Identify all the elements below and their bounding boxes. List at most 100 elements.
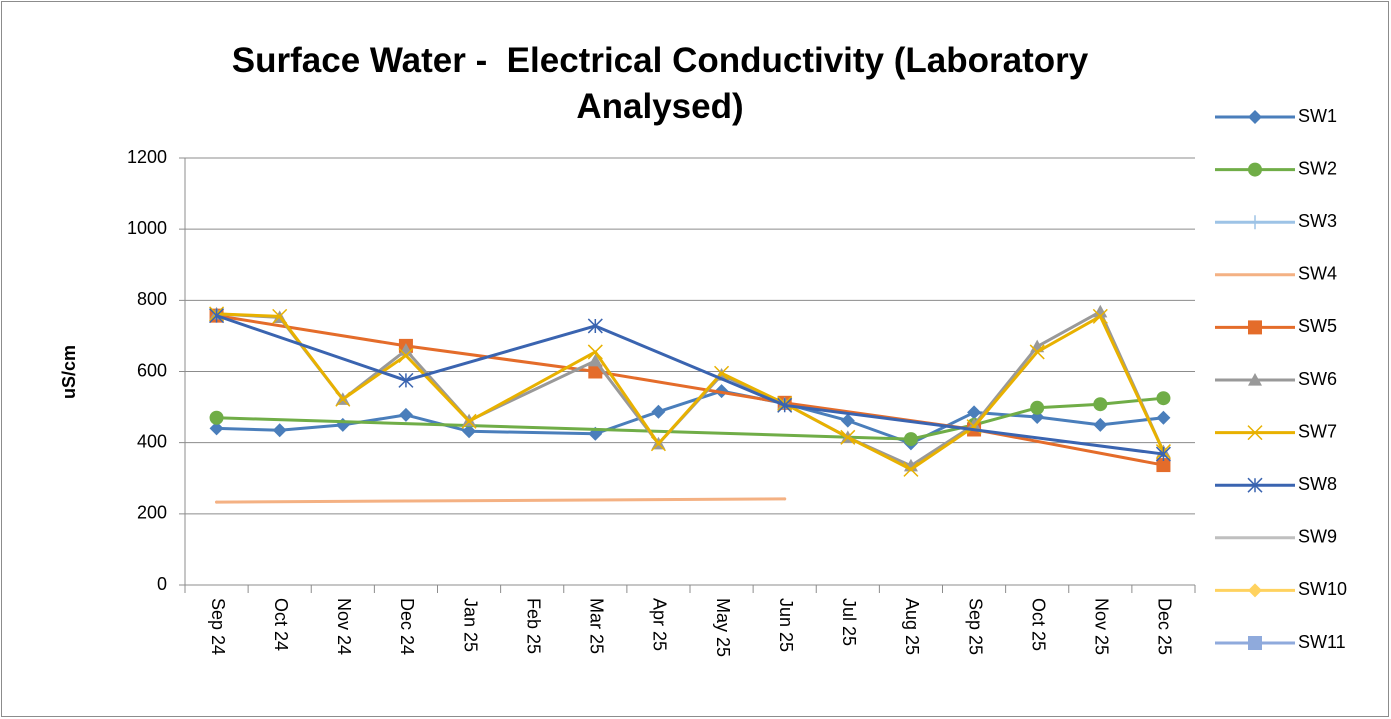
- line-segment: [215, 497, 787, 504]
- line-segment: [972, 428, 1165, 467]
- x-tick-label: Dec 25: [1155, 598, 1175, 655]
- point: [587, 344, 603, 360]
- legend-label: SW9: [1298, 527, 1337, 547]
- point: [1155, 446, 1171, 462]
- x-tick-label: Jun 25: [776, 598, 796, 652]
- legend-marker: [1247, 425, 1263, 441]
- line-segment: [972, 406, 1039, 427]
- line-segment: [720, 371, 787, 406]
- point: [398, 372, 414, 388]
- x-tick-label: Aug 25: [902, 598, 922, 655]
- line-segment: [215, 426, 282, 432]
- legend-label: SW7: [1298, 421, 1337, 441]
- point: [1156, 391, 1171, 406]
- point: [215, 500, 219, 504]
- x-tick-label: Oct 24: [271, 598, 291, 651]
- y-tick-label: 0: [157, 574, 167, 594]
- point: [209, 308, 225, 324]
- line-segment: [1098, 396, 1165, 406]
- legend-label: SW3: [1298, 211, 1337, 231]
- legend-label: SW10: [1298, 579, 1347, 599]
- line-segment: [215, 312, 282, 318]
- point: [840, 413, 855, 428]
- line-segment: [656, 371, 724, 446]
- x-tick-label: Sep 25: [965, 598, 985, 655]
- x-tick-label: May 25: [713, 598, 733, 657]
- legend-marker: [1247, 477, 1263, 493]
- line-segment: [1035, 415, 1102, 427]
- point: [272, 423, 287, 438]
- legend-label: SW1: [1298, 106, 1337, 126]
- legend-label: SW6: [1298, 369, 1337, 389]
- line-segment: [278, 423, 345, 432]
- point: [1093, 417, 1108, 432]
- point: [967, 405, 982, 420]
- x-tick-label: Feb 25: [523, 598, 543, 654]
- line-segment: [341, 353, 408, 401]
- line-segment: [1035, 314, 1102, 354]
- line-segment: [278, 314, 345, 401]
- legend-marker: [1248, 110, 1262, 124]
- point: [903, 461, 919, 477]
- line-segment: [404, 353, 471, 423]
- line-segment: [846, 435, 913, 471]
- y-tick-label: 1200: [127, 147, 167, 167]
- line-segment: [972, 350, 1039, 429]
- y-tick-label: 1000: [127, 218, 167, 238]
- legend-label: SW2: [1298, 158, 1337, 178]
- x-tick-label: Sep 24: [208, 598, 228, 655]
- line-segment: [783, 402, 850, 439]
- line-segment: [593, 324, 787, 407]
- legend-marker: [1248, 583, 1262, 598]
- legend-label: SW5: [1298, 316, 1337, 336]
- line-segment: [1035, 310, 1102, 349]
- point: [209, 421, 224, 436]
- line-segment: [909, 423, 976, 468]
- line-segment: [215, 314, 408, 382]
- x-tick-label: Nov 25: [1092, 598, 1112, 655]
- line-segment: [909, 425, 976, 471]
- point: [1092, 308, 1108, 324]
- legend-marker: [1248, 373, 1262, 386]
- legend-label: SW11: [1298, 632, 1346, 652]
- x-tick-label: Mar 25: [587, 598, 607, 654]
- line-segment: [783, 403, 1165, 456]
- point: [588, 353, 603, 367]
- line-segment: [972, 345, 1039, 427]
- point: [1156, 410, 1171, 425]
- point: [783, 497, 787, 501]
- x-tick-label: Apr 25: [650, 598, 670, 651]
- x-tick-label: Dec 24: [397, 598, 417, 655]
- point: [1030, 400, 1045, 415]
- legend-marker: [1248, 162, 1262, 177]
- legend-label: SW8: [1298, 474, 1337, 494]
- line-segment: [215, 416, 913, 441]
- line-segment: [467, 350, 597, 423]
- x-tick-label: Jan 25: [460, 598, 480, 652]
- point: [1093, 304, 1108, 318]
- legend-label: SW4: [1298, 264, 1337, 284]
- x-tick-label: Oct 25: [1028, 598, 1048, 651]
- point: [335, 391, 351, 407]
- line-segment: [1098, 314, 1165, 454]
- line-segment: [593, 350, 660, 446]
- point: [588, 364, 603, 379]
- point: [1029, 344, 1045, 360]
- legend-marker: [1248, 636, 1262, 650]
- point: [650, 436, 666, 452]
- point: [651, 404, 666, 419]
- y-tick-label: 200: [137, 503, 167, 523]
- line-segment: [1035, 402, 1102, 410]
- point: [903, 432, 918, 447]
- line-segment: [404, 324, 597, 382]
- line-segment: [656, 389, 724, 414]
- point: [209, 410, 224, 425]
- x-tick-label: Nov 24: [334, 598, 354, 655]
- point: [398, 407, 413, 422]
- x-tick-label: Jul 25: [839, 598, 859, 646]
- y-tick-label: 600: [137, 360, 167, 380]
- line-segment: [593, 370, 787, 405]
- point: [1093, 397, 1108, 412]
